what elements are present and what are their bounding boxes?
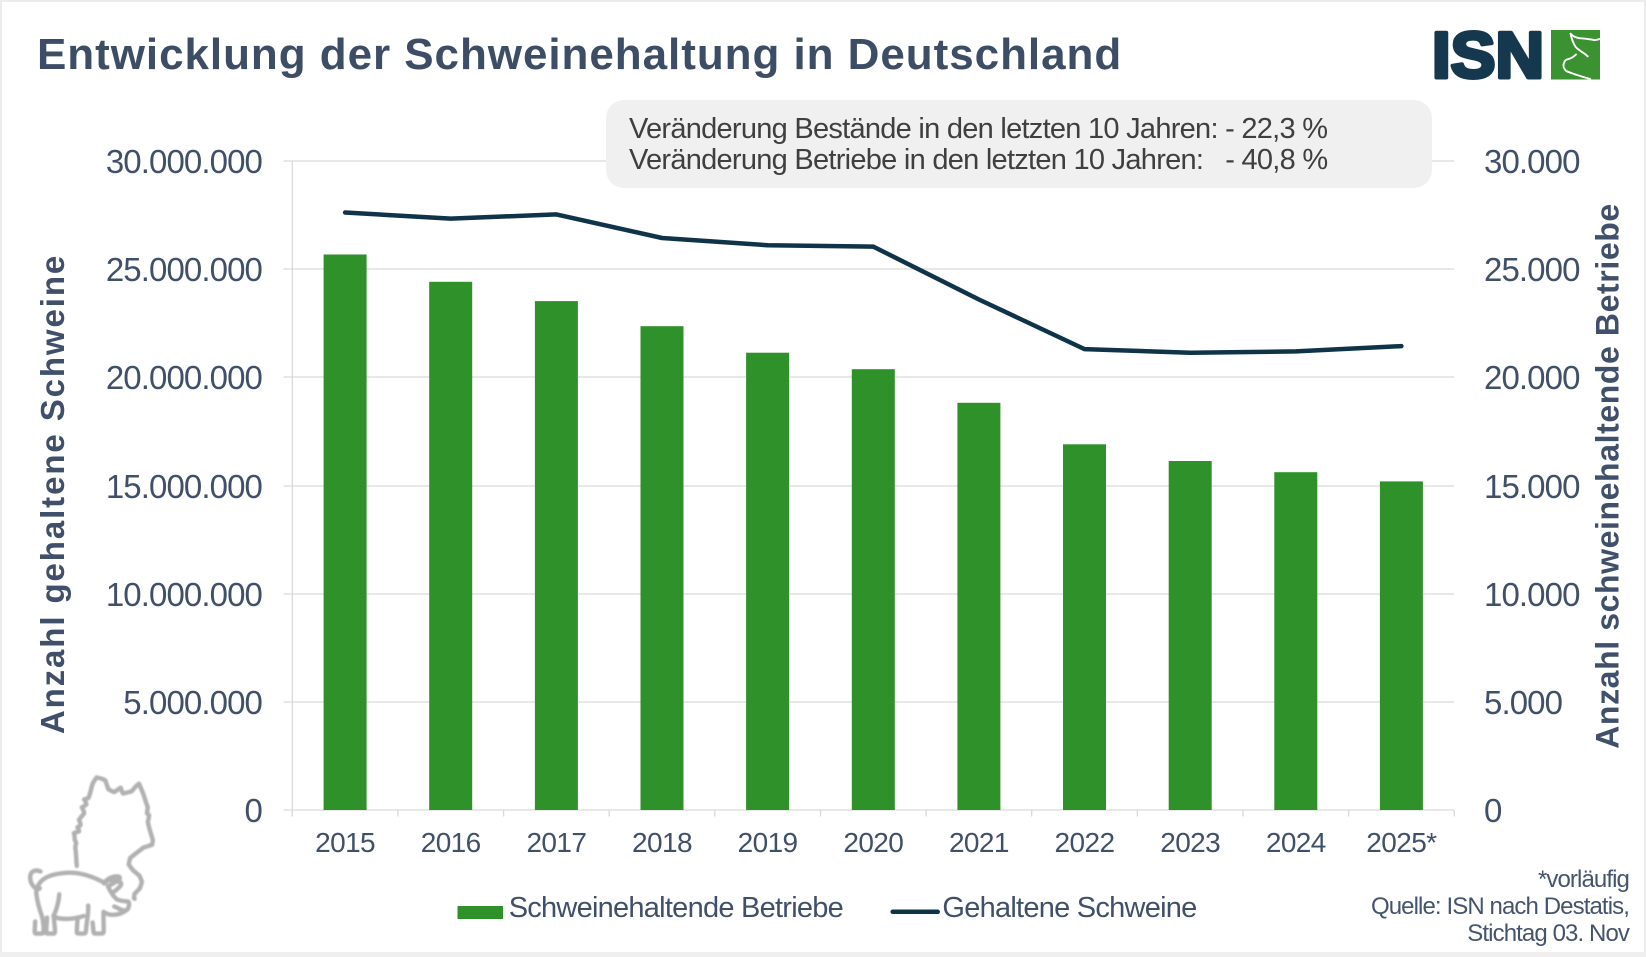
svg-text:ISN: ISN bbox=[1432, 19, 1544, 92]
